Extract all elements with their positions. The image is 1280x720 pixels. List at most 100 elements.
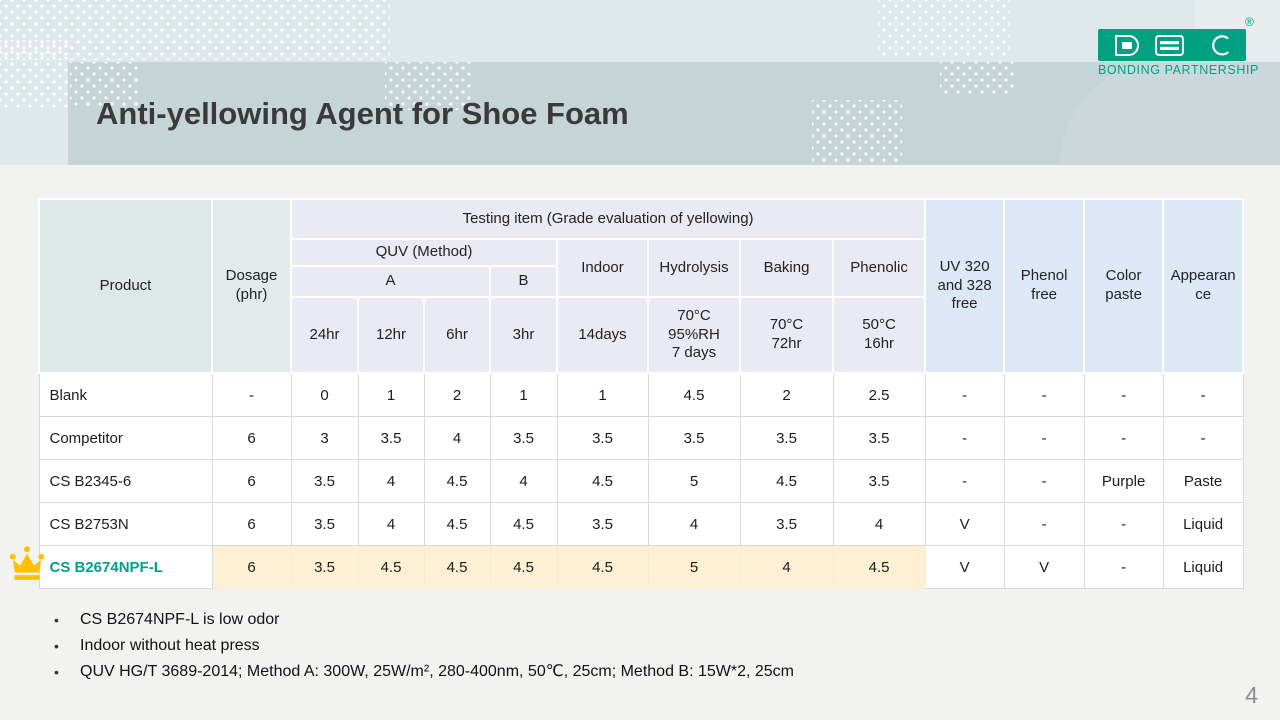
dot-pattern <box>812 100 902 164</box>
table-cell: 3.5 <box>489 416 558 460</box>
logo-tagline: BONDING PARTNERSHIP <box>1098 63 1259 77</box>
table-cell: 3.5 <box>357 416 425 460</box>
product-name-cell: Competitor <box>38 416 213 460</box>
table-cell: 3.5 <box>290 545 359 589</box>
table-cell: - <box>1003 416 1085 460</box>
table-cell: - <box>1003 459 1085 503</box>
col-header-method-a: A <box>290 265 491 298</box>
table-cell: 1 <box>489 372 558 417</box>
col-header-product: Product <box>38 198 213 374</box>
table-cell: 4.5 <box>556 545 649 589</box>
results-table-wrap: Product Dosage (phr) Testing item (Grade… <box>38 198 1245 589</box>
table-cell: - <box>924 416 1005 460</box>
table-cell: 5 <box>647 459 741 503</box>
table-cell: Liquid <box>1162 545 1244 589</box>
table-cell: Liquid <box>1162 502 1244 546</box>
table-cell: - <box>1083 545 1164 589</box>
footnotes: CS B2674NPF-L is low odor Indoor without… <box>48 607 1168 685</box>
table-cell: - <box>1162 372 1244 417</box>
table-cell: V <box>1003 545 1085 589</box>
table-cell: 4.5 <box>489 502 558 546</box>
table-cell: - <box>1003 372 1085 417</box>
table-cell: 0 <box>290 372 359 417</box>
table-cell: 3.5 <box>290 502 359 546</box>
table-row: CS B2753N 6 3.5 4 4.5 4.5 3.5 4 3.5 4 V - - Liquid <box>38 502 1244 546</box>
table-cell: - <box>1003 502 1085 546</box>
table-cell: Paste <box>1162 459 1244 503</box>
col-header-phenolic-condition: 50°C 16hr <box>831 296 927 374</box>
title-band <box>68 62 1280 165</box>
col-header-6hr: 6hr <box>423 296 491 374</box>
table-cell: 6 <box>211 416 292 460</box>
table-cell: 3.5 <box>832 416 926 460</box>
col-header-baking: Baking <box>739 238 834 298</box>
table-cell: 3.5 <box>832 459 926 503</box>
dbc-logo: ® BONDING PARTNERSHIP <box>1098 15 1259 77</box>
product-name-cell: CS B2345-6 <box>38 459 213 503</box>
table-cell: 4.5 <box>423 502 491 546</box>
col-header-method-b: B <box>489 265 558 298</box>
table-cell: 2 <box>739 372 834 417</box>
table-cell: 2 <box>423 372 491 417</box>
col-header-dosage: Dosage (phr) <box>211 198 292 374</box>
table-row: Blank -0 1 2 1 1 4.5 2 2.5- - - - <box>38 372 1244 417</box>
table-cell: 1 <box>556 372 649 417</box>
table-row: Competitor 6 3 3.5 4 3.5 3.5 3.5 3.5 3.5- - - - <box>38 416 1244 460</box>
table-cell: 3.5 <box>556 416 649 460</box>
table-cell: 4.5 <box>489 545 558 589</box>
col-header-24hr: 24hr <box>290 296 359 374</box>
col-header-color-paste: Color paste <box>1083 198 1165 374</box>
table-cell: 4 <box>739 545 834 589</box>
col-header-phenol-free: Phenol free <box>1003 198 1086 374</box>
table-cell: 4.5 <box>556 459 649 503</box>
dot-pattern <box>0 40 68 110</box>
table-cell: 4.5 <box>739 459 834 503</box>
table-cell: - <box>1083 502 1164 546</box>
registered-trademark-icon: ® <box>1245 15 1254 29</box>
dot-pattern <box>940 62 1014 96</box>
table-cell: 3.5 <box>556 502 649 546</box>
table-cell: 1 <box>357 372 425 417</box>
crown-icon <box>8 544 46 587</box>
table-cell: - <box>211 372 292 417</box>
footnote: QUV HG/T 3689-2014; Method A: 300W, 25W/… <box>48 659 1168 685</box>
results-table: Product Dosage (phr) Testing item (Grade… <box>38 198 1245 589</box>
col-header-indoor: Indoor <box>556 238 649 298</box>
table-cell: 4 <box>357 459 425 503</box>
table-row: CS B2345-6 6 3.5 4 4.5 4 4.5 5 4.5 3.5- - Purple Pas… <box>38 459 1244 503</box>
table-row: CS B2674NPF-L 6 3.5 4.5 4.5 4.5 4.5 5 4 4.5 V V - Liq… <box>38 545 1244 589</box>
dot-pattern <box>70 62 138 106</box>
product-name-cell: Blank <box>38 372 213 417</box>
table-cell: 3.5 <box>647 416 741 460</box>
table-cell: 4 <box>423 416 491 460</box>
col-header-hydrolysis: Hydrolysis <box>647 238 741 298</box>
table-cell: 4.5 <box>647 372 741 417</box>
table-cell: - <box>924 459 1005 503</box>
col-header-12hr: 12hr <box>357 296 425 374</box>
table-cell: Purple <box>1083 459 1164 503</box>
col-header-baking-condition: 70°C 72hr <box>739 296 834 374</box>
table-cell: 4.5 <box>832 545 926 589</box>
footnote: Indoor without heat press <box>48 633 1168 659</box>
page-title: Anti-yellowing Agent for Shoe Foam <box>96 96 629 131</box>
table-cell: 4 <box>489 459 558 503</box>
table-cell: V <box>924 502 1005 546</box>
table-cell: 2.5 <box>832 372 926 417</box>
dot-pattern <box>878 0 1010 58</box>
col-header-uv-free: UV 320 and 328 free <box>924 198 1006 374</box>
table-cell: 4 <box>647 502 741 546</box>
product-name-cell: CS B2674NPF-L <box>38 545 213 589</box>
col-header-quv-method: QUV (Method) <box>290 238 558 267</box>
table-cell: - <box>1083 416 1164 460</box>
product-name-cell: CS B2753N <box>38 502 213 546</box>
table-cell: - <box>1083 372 1164 417</box>
table-cell: 4 <box>357 502 425 546</box>
table-cell: 4.5 <box>357 545 425 589</box>
table-cell: 3.5 <box>739 416 834 460</box>
table-cell: 3.5 <box>739 502 834 546</box>
dot-pattern <box>385 62 473 110</box>
table-cell: 4.5 <box>423 459 491 503</box>
footnote: CS B2674NPF-L is low odor <box>48 607 1168 633</box>
table-cell: 6 <box>211 502 292 546</box>
